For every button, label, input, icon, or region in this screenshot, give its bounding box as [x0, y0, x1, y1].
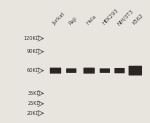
FancyBboxPatch shape [83, 68, 95, 74]
FancyBboxPatch shape [66, 68, 76, 73]
Text: K562: K562 [132, 13, 145, 26]
Text: 120KD: 120KD [24, 36, 40, 41]
Text: 90KD: 90KD [27, 49, 40, 54]
Text: Jurkat: Jurkat [52, 12, 66, 26]
Text: Hela: Hela [85, 14, 98, 26]
FancyBboxPatch shape [129, 66, 142, 76]
Text: HEK293: HEK293 [101, 8, 119, 26]
FancyBboxPatch shape [114, 68, 125, 73]
FancyBboxPatch shape [100, 68, 110, 73]
FancyBboxPatch shape [50, 68, 61, 74]
Text: Raji: Raji [68, 16, 78, 26]
Text: 20KD: 20KD [27, 111, 40, 116]
Text: 35KD: 35KD [27, 91, 40, 96]
Text: 60KD: 60KD [27, 68, 40, 73]
Text: NIH/3T3: NIH/3T3 [116, 8, 134, 26]
Text: 25KD: 25KD [27, 101, 40, 106]
